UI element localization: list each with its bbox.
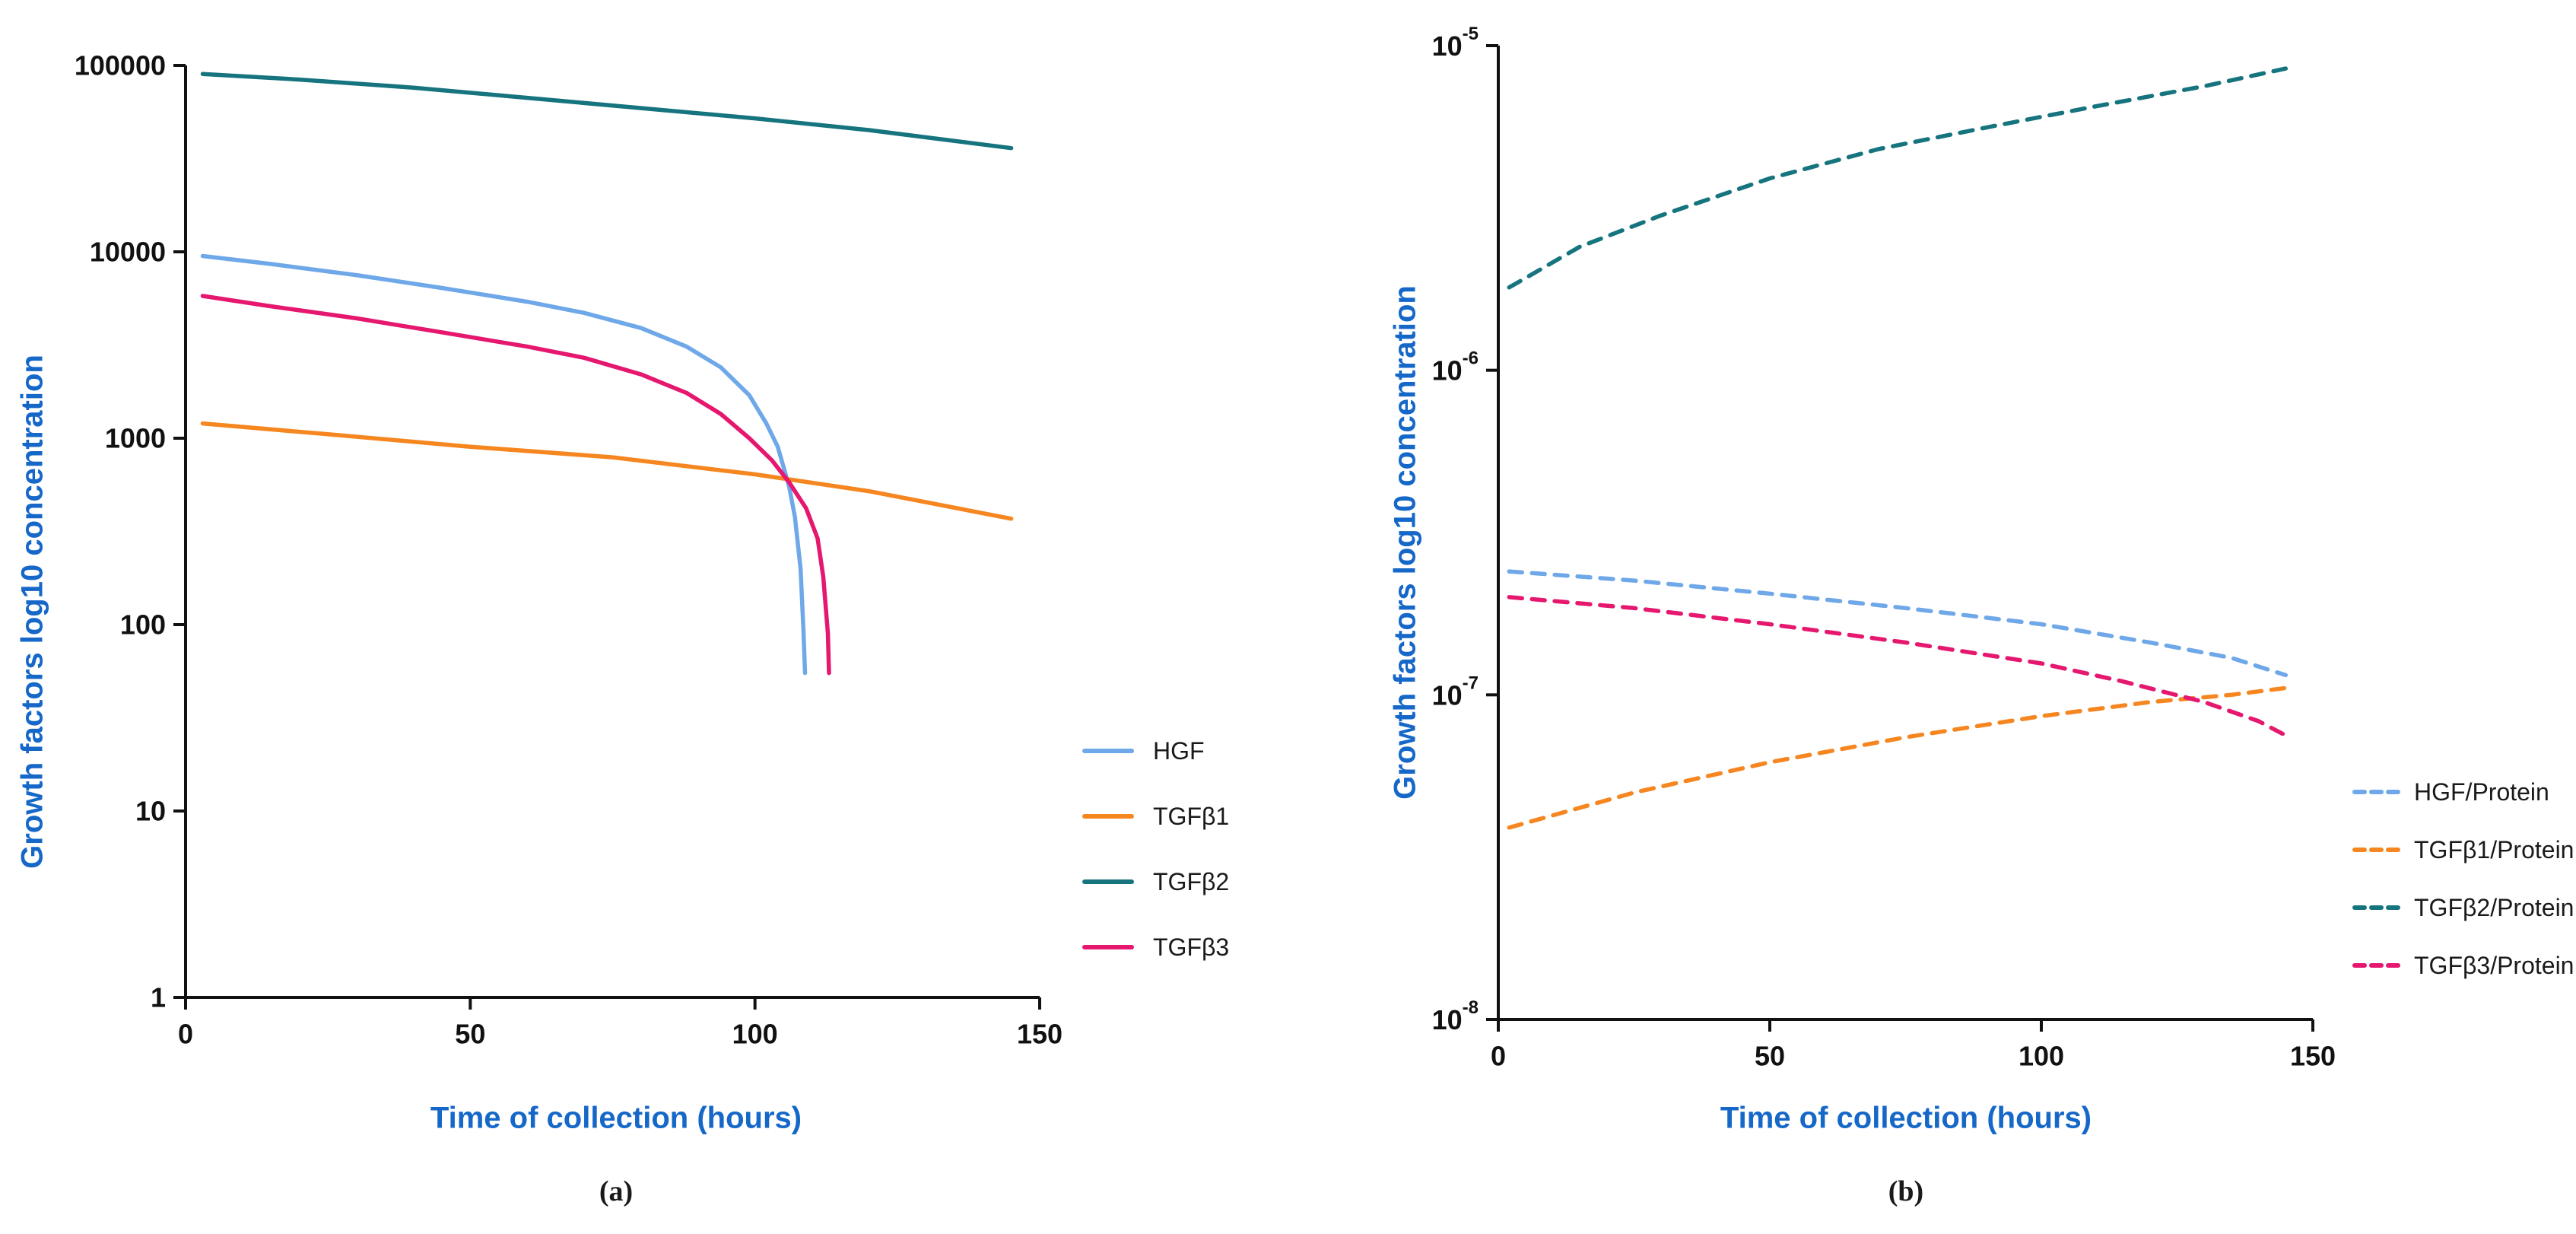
panel-b-x-axis-title: Time of collection (hours) <box>1720 1101 2092 1135</box>
legend-label-TGFβ3/Protein: TGFβ3/Protein <box>2414 952 2574 979</box>
y-tick-label: 10000 <box>90 237 166 268</box>
y-tick-label: 10-8 <box>1432 997 1479 1035</box>
legend-label-TGFβ2: TGFβ2 <box>1153 868 1229 895</box>
x-tick-label: 50 <box>1755 1040 1785 1071</box>
panel-a-group: 0 50 100 150 1 10 100 1000 10000 100000 HGF TGFβ1 TG… <box>75 50 1229 1050</box>
x-tick-label: 100 <box>2019 1040 2064 1071</box>
series-HGF <box>200 253 808 676</box>
series-TGFβ3/Protein <box>1507 595 2289 738</box>
x-tick-label: 150 <box>2290 1040 2336 1071</box>
x-tick-label: 0 <box>178 1018 193 1049</box>
legend-label-TGFβ2/Protein: TGFβ2/Protein <box>2414 894 2574 921</box>
x-tick-label: 0 <box>1491 1040 1506 1071</box>
series-TGFβ3 <box>200 294 831 676</box>
series-TGFβ1/Protein <box>1507 685 2289 830</box>
x-tick-label: 150 <box>1017 1018 1062 1049</box>
panel-b-group: 0 50 100 150 10-8 10-7 10-6 10-5 HGF/Protein TGFβ… <box>1432 24 2574 1072</box>
series-HGF/Protein <box>1507 569 2289 678</box>
legend-label-TGFβ3: TGFβ3 <box>1153 933 1229 961</box>
y-tick-label: 10-5 <box>1432 24 1479 62</box>
legend-label-HGF: HGF <box>1153 737 1205 765</box>
y-tick-label: 10-6 <box>1432 348 1479 386</box>
y-tick-label: 100 <box>120 609 166 641</box>
y-tick-label: 1 <box>151 982 166 1013</box>
y-tick-label: 1000 <box>105 423 166 454</box>
legend-label-HGF/Protein: HGF/Protein <box>2414 778 2549 806</box>
x-tick-label: 50 <box>455 1018 485 1049</box>
panel-a-x-axis-title: Time of collection (hours) <box>430 1101 802 1135</box>
series-TGFβ2/Protein <box>1507 66 2289 290</box>
panel-b-y-axis-title: Growth factors log10 concentration <box>1388 285 1422 800</box>
series-TGFβ2 <box>200 72 1014 151</box>
y-tick-label: 100000 <box>75 50 166 81</box>
series-TGFβ1 <box>200 421 1014 521</box>
legend-label-TGFβ1: TGFβ1 <box>1153 803 1229 830</box>
panel-a-caption: (a) <box>599 1175 634 1207</box>
panel-a-y-axis-title: Growth factors log10 concentration <box>15 355 49 869</box>
panel-b-caption: (b) <box>1888 1175 1924 1207</box>
x-tick-label: 100 <box>732 1018 778 1049</box>
y-tick-label: 10 <box>135 796 166 827</box>
legend-label-TGFβ1/Protein: TGFβ1/Protein <box>2414 836 2574 863</box>
y-tick-label: 10-7 <box>1432 673 1479 711</box>
